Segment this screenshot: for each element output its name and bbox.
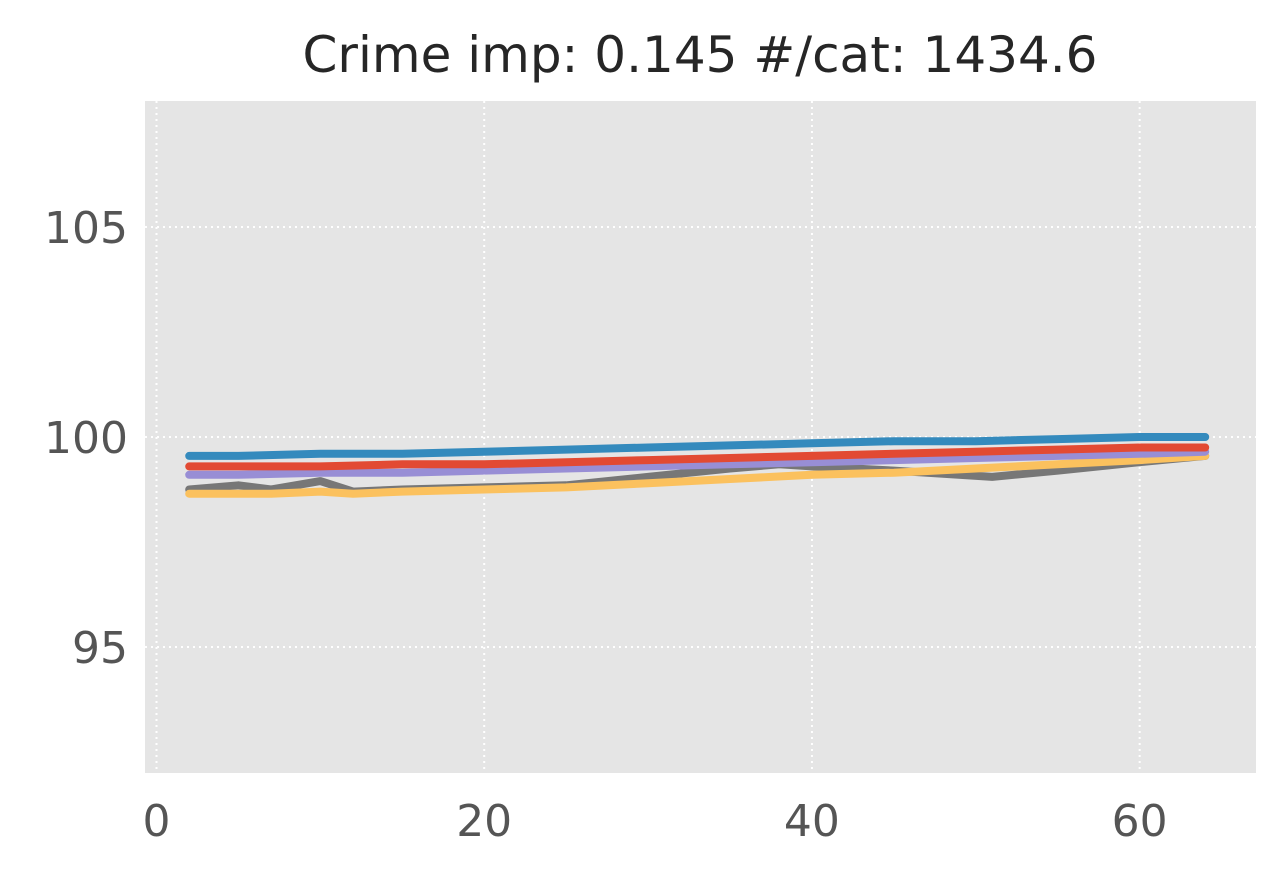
x-tick-label: 20 <box>456 796 512 847</box>
series-lines <box>185 433 1210 498</box>
x-tick-label: 60 <box>1112 796 1168 847</box>
x-axis-ticks: 0 20 40 60 <box>142 796 1167 847</box>
series-line-5 <box>185 433 1210 460</box>
x-tick-label: 0 <box>142 796 170 847</box>
series-line-1 <box>185 451 1210 496</box>
y-tick-label: 100 <box>44 413 128 464</box>
y-axis-ticks: 95 100 105 <box>44 203 128 674</box>
series-line-4 <box>185 443 1210 471</box>
series-line-3 <box>185 447 1210 479</box>
y-tick-label: 95 <box>72 623 128 674</box>
series-line-2 <box>185 451 1210 498</box>
y-tick-label: 105 <box>44 203 128 254</box>
chart-title: Crime imp: 0.145 #/cat: 1434.6 <box>303 26 1098 84</box>
x-tick-label: 40 <box>784 796 840 847</box>
